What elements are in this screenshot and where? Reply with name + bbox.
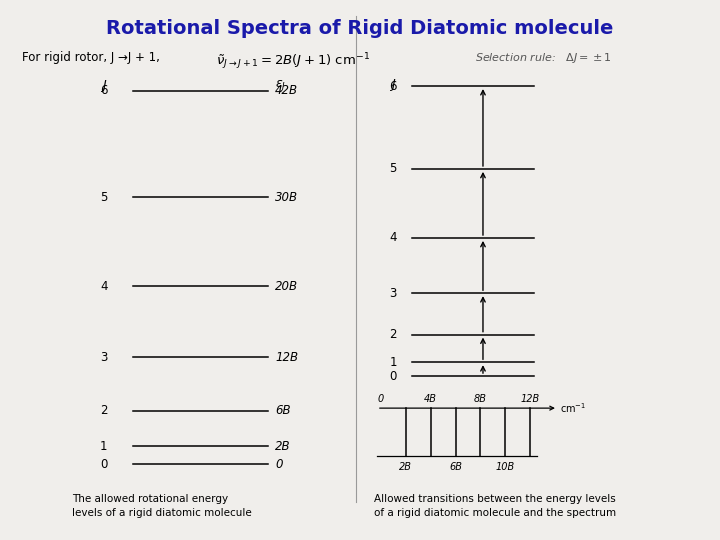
Text: 1: 1 [390, 356, 397, 369]
Text: 3: 3 [390, 287, 397, 300]
Text: $\tilde{\nu}_{J\rightarrow J+1} = 2B(J+1)$ cm$^{-1}$: $\tilde{\nu}_{J\rightarrow J+1} = 2B(J+1… [216, 51, 370, 72]
Text: 6: 6 [390, 79, 397, 93]
Text: 1: 1 [100, 440, 107, 453]
Text: 0: 0 [390, 369, 397, 382]
Text: 10B: 10B [496, 462, 515, 472]
Text: The allowed rotational energy
levels of a rigid diatomic molecule: The allowed rotational energy levels of … [72, 494, 252, 518]
Text: 4: 4 [100, 280, 107, 293]
Text: 0: 0 [275, 458, 283, 471]
Text: 3: 3 [100, 351, 107, 364]
Text: $J$: $J$ [390, 77, 397, 92]
Text: 6B: 6B [449, 462, 462, 472]
Text: 5: 5 [390, 163, 397, 176]
Text: 6B: 6B [275, 404, 291, 417]
Text: 0: 0 [100, 458, 107, 471]
Text: Allowed transitions between the energy levels
of a rigid diatomic molecule and t: Allowed transitions between the energy l… [374, 494, 616, 518]
Text: 20B: 20B [275, 280, 298, 293]
Text: Rotational Spectra of Rigid Diatomic molecule: Rotational Spectra of Rigid Diatomic mol… [107, 19, 613, 38]
Text: 4B: 4B [424, 394, 437, 404]
Text: 42B: 42B [275, 84, 298, 97]
Text: cm$^{-1}$: cm$^{-1}$ [560, 401, 587, 415]
Text: 8B: 8B [474, 394, 487, 404]
Text: $\varepsilon_J$: $\varepsilon_J$ [275, 78, 287, 93]
Text: 12B: 12B [275, 351, 298, 364]
Text: Selection rule:   $\Delta J = \pm 1$: Selection rule: $\Delta J = \pm 1$ [475, 51, 612, 65]
Text: 2: 2 [390, 328, 397, 341]
Text: $J$: $J$ [100, 78, 107, 94]
Text: 30B: 30B [275, 191, 298, 204]
Text: 5: 5 [100, 191, 107, 204]
Text: 2B: 2B [399, 462, 412, 472]
Text: 0: 0 [377, 394, 384, 404]
Text: 12B: 12B [521, 394, 540, 404]
Text: 2: 2 [100, 404, 107, 417]
Text: For rigid rotor, J →J + 1,: For rigid rotor, J →J + 1, [22, 51, 159, 64]
Text: 6: 6 [100, 84, 107, 97]
Text: 4: 4 [390, 232, 397, 245]
Text: 2B: 2B [275, 440, 291, 453]
